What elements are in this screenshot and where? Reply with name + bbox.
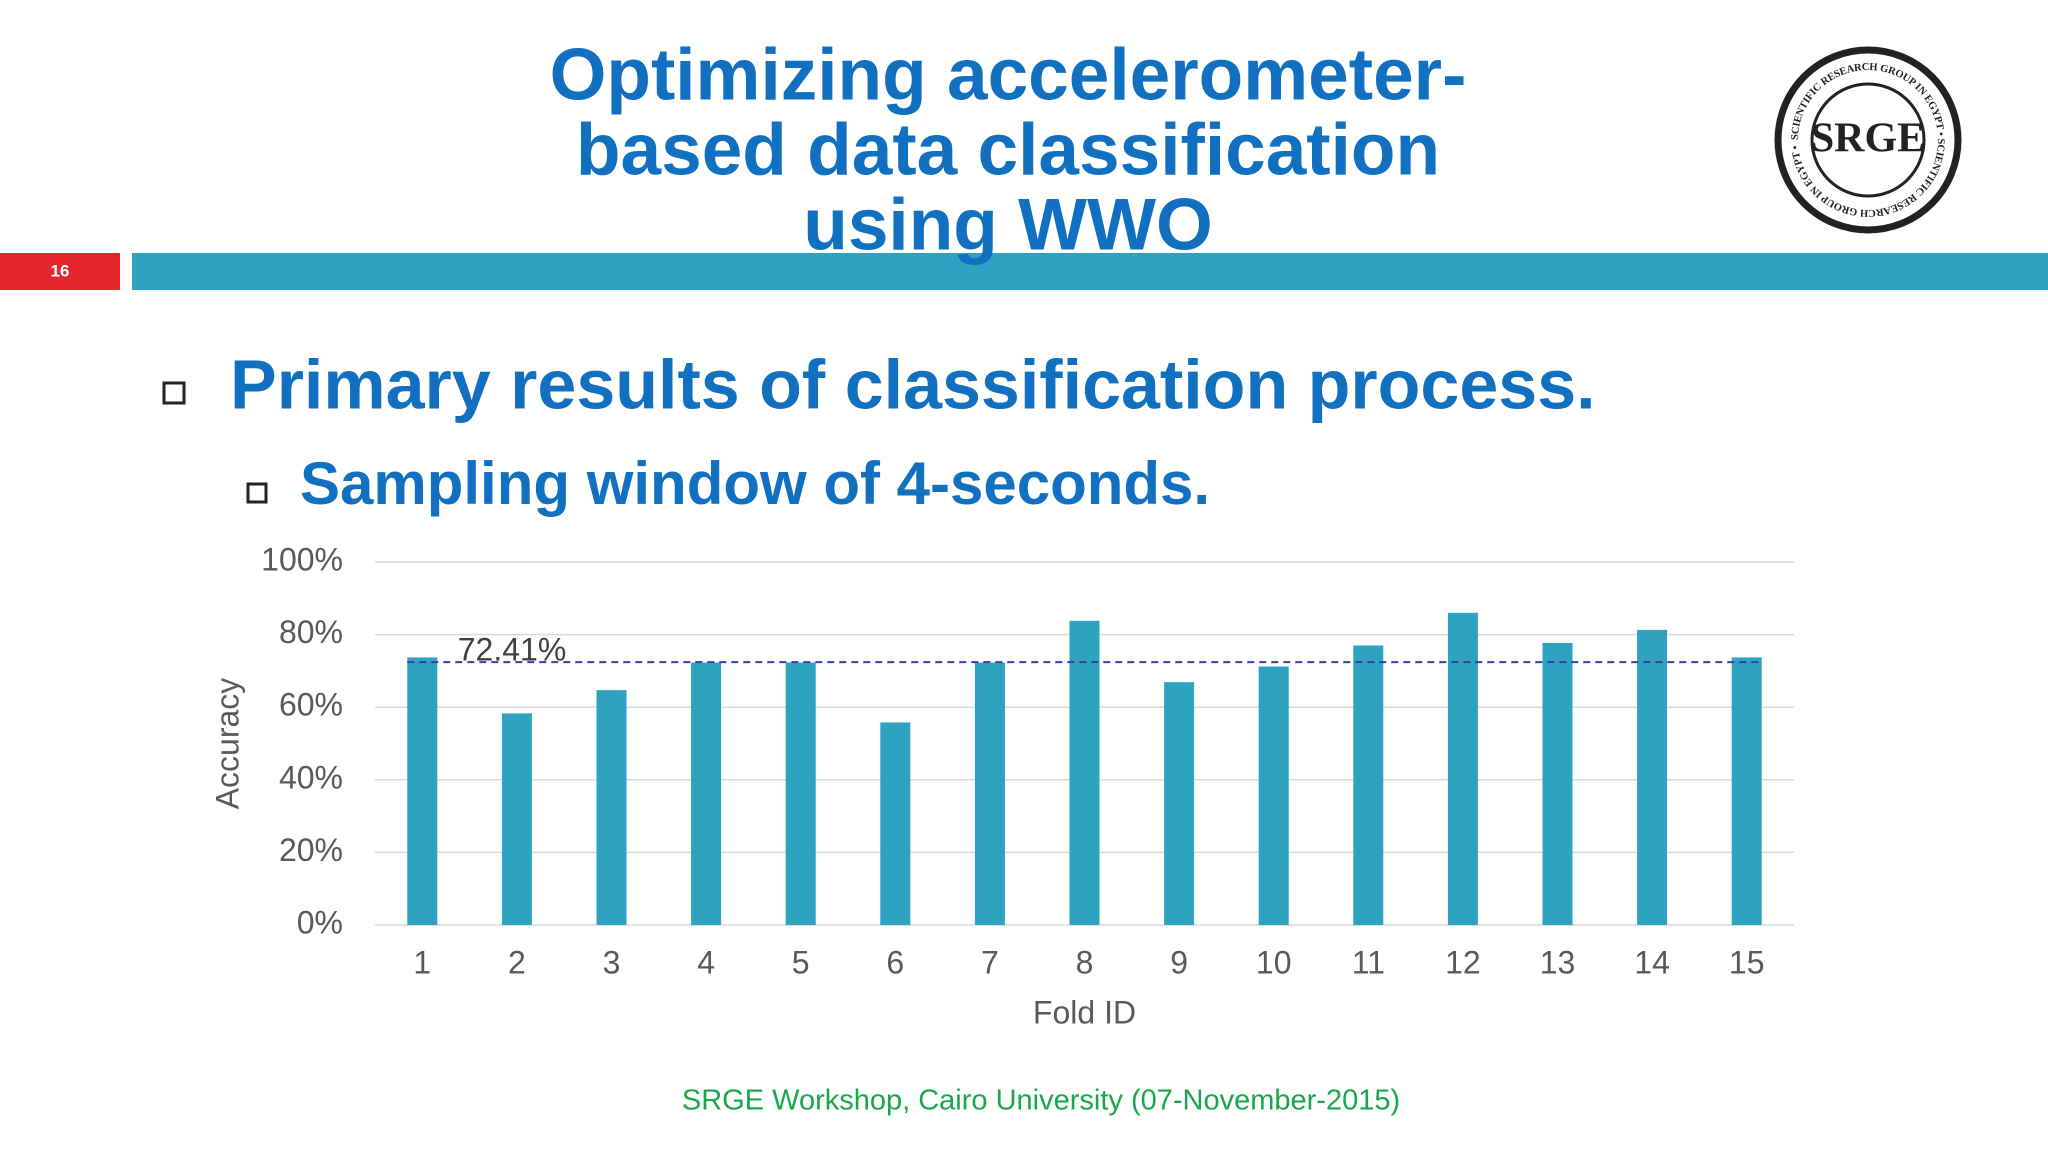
x-tick-label: 5 xyxy=(792,944,810,980)
bar xyxy=(501,713,532,925)
slide-number: 16 xyxy=(51,261,70,280)
x-tick-label: 8 xyxy=(1076,944,1094,980)
bar xyxy=(974,662,1005,925)
title-line: using WWO xyxy=(803,184,1213,265)
bar xyxy=(691,662,722,925)
x-tick-label: 4 xyxy=(697,944,715,980)
bar xyxy=(1637,629,1668,925)
bar xyxy=(1164,682,1195,925)
chart: 0%20%40%60%80%100%1 2 3 4 5 6 7 8 9 10 11 12 13 14 157… xyxy=(209,541,1794,1030)
title-line: based data classification xyxy=(576,109,1440,190)
x-tick-label: 12 xyxy=(1445,944,1481,980)
x-tick-label: 13 xyxy=(1540,944,1576,980)
bar xyxy=(785,662,816,925)
bar xyxy=(1258,666,1289,925)
bar xyxy=(1447,612,1478,925)
bar xyxy=(1731,657,1762,925)
x-tick-label: 3 xyxy=(603,944,621,980)
header-band xyxy=(132,253,2048,290)
footer: SRGE Workshop, Cairo University (07-Nove… xyxy=(682,1085,1400,1117)
x-tick-label: 10 xyxy=(1256,944,1292,980)
slide-number-box xyxy=(0,253,120,290)
logo-text: SRGE xyxy=(1811,116,1925,162)
bar xyxy=(880,722,911,925)
title-line: Optimizing accelerometer- xyxy=(550,34,1467,115)
bar xyxy=(1542,642,1573,925)
bar xyxy=(1353,645,1384,925)
x-tick-label: 7 xyxy=(981,944,999,980)
y-axis-title: Accuracy xyxy=(209,678,245,810)
x-tick-label: 14 xyxy=(1634,944,1670,980)
y-tick-label: 60% xyxy=(279,687,343,723)
bar xyxy=(407,657,438,925)
reference-label: 72.41% xyxy=(458,632,567,668)
bar xyxy=(596,690,627,925)
y-tick-label: 20% xyxy=(279,832,343,868)
y-tick-label: 100% xyxy=(261,541,343,577)
x-axis-title: Fold ID xyxy=(1033,994,1136,1030)
bullet: Sampling window of 4-seconds. xyxy=(300,450,1210,517)
x-tick-label: 15 xyxy=(1729,944,1765,980)
logo: SCIENTIFIC RESEARCH GROUP IN EGYPT • SCI… xyxy=(1774,46,1962,234)
y-tick-label: 40% xyxy=(279,759,343,795)
y-tick-label: 80% xyxy=(279,614,343,650)
bar xyxy=(1069,620,1100,925)
x-tick-label: 1 xyxy=(413,944,431,980)
y-tick-label: 0% xyxy=(297,904,343,940)
bullet-marker xyxy=(162,381,186,405)
bullet: Primary results of classification proces… xyxy=(230,345,1596,423)
x-tick-label: 2 xyxy=(508,944,526,980)
x-tick-label: 11 xyxy=(1352,944,1385,980)
x-tick-label: 6 xyxy=(886,944,904,980)
x-tick-label: 9 xyxy=(1170,944,1188,980)
bullet-marker xyxy=(246,482,268,504)
